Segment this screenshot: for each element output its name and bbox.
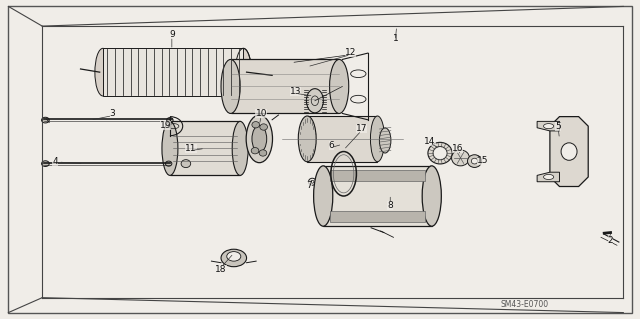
Ellipse shape	[42, 161, 49, 167]
Ellipse shape	[252, 122, 260, 128]
Circle shape	[543, 123, 554, 129]
Ellipse shape	[428, 142, 452, 164]
Text: 14: 14	[424, 137, 436, 145]
Text: 9: 9	[169, 30, 175, 39]
Text: 19: 19	[160, 121, 172, 130]
Text: 16: 16	[452, 144, 463, 153]
Ellipse shape	[298, 116, 316, 162]
Text: 3: 3	[109, 109, 115, 118]
Text: 18: 18	[215, 264, 227, 274]
Ellipse shape	[471, 158, 477, 164]
Text: 10: 10	[255, 109, 267, 118]
Ellipse shape	[227, 252, 241, 261]
Ellipse shape	[260, 124, 268, 130]
Text: 6: 6	[328, 141, 334, 150]
Ellipse shape	[422, 166, 442, 226]
Text: 13: 13	[290, 87, 301, 96]
Ellipse shape	[181, 160, 191, 167]
Text: 2: 2	[608, 236, 613, 245]
Ellipse shape	[221, 59, 240, 114]
Ellipse shape	[314, 166, 333, 226]
Text: 12: 12	[345, 48, 356, 57]
Ellipse shape	[166, 161, 172, 166]
Ellipse shape	[467, 155, 481, 167]
Polygon shape	[170, 122, 240, 175]
Text: 4: 4	[52, 157, 58, 166]
Text: 8: 8	[387, 201, 393, 210]
Ellipse shape	[252, 125, 267, 152]
Ellipse shape	[236, 48, 252, 96]
Ellipse shape	[95, 48, 111, 96]
Ellipse shape	[162, 122, 178, 175]
Text: SM43-E0700: SM43-E0700	[500, 300, 548, 308]
Ellipse shape	[452, 150, 469, 166]
Ellipse shape	[167, 118, 173, 123]
Ellipse shape	[259, 150, 267, 156]
Polygon shape	[537, 122, 559, 131]
Polygon shape	[550, 117, 588, 187]
Polygon shape	[323, 166, 432, 226]
Polygon shape	[330, 211, 426, 222]
Text: 15: 15	[477, 156, 488, 165]
Text: 5: 5	[556, 122, 561, 131]
Text: 11: 11	[185, 144, 196, 153]
Ellipse shape	[221, 249, 246, 267]
Polygon shape	[230, 59, 339, 114]
Text: 7: 7	[307, 181, 312, 190]
Ellipse shape	[561, 143, 577, 160]
Ellipse shape	[330, 59, 349, 114]
Ellipse shape	[307, 89, 323, 113]
Polygon shape	[103, 48, 243, 96]
Ellipse shape	[246, 115, 273, 163]
Circle shape	[543, 174, 554, 180]
Ellipse shape	[251, 147, 259, 154]
Polygon shape	[330, 170, 426, 181]
Ellipse shape	[433, 146, 447, 160]
Ellipse shape	[371, 116, 385, 162]
Text: 17: 17	[356, 124, 367, 133]
Polygon shape	[537, 172, 559, 182]
Text: 1: 1	[392, 34, 398, 43]
Polygon shape	[307, 116, 378, 162]
Ellipse shape	[42, 117, 49, 123]
Ellipse shape	[380, 128, 391, 153]
Ellipse shape	[232, 122, 248, 175]
